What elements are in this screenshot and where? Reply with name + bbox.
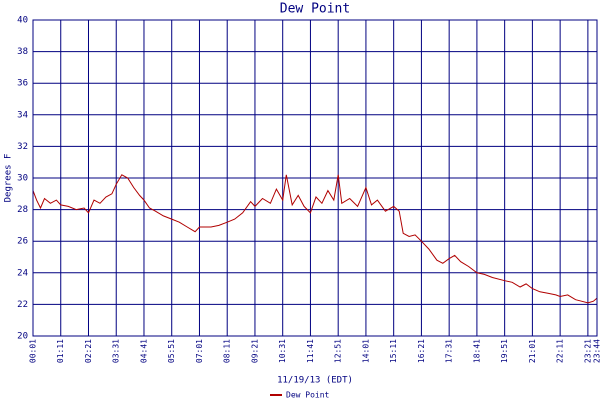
x-tick-label: 12:51 (334, 339, 343, 363)
x-axis-label: 11/19/13 (EDT) (277, 376, 353, 386)
data-line (32, 174, 598, 304)
x-tick-label: 19:51 (500, 339, 509, 363)
x-tick-label: 23:21 (583, 339, 592, 363)
x-tick-label: 16:21 (417, 339, 426, 363)
legend-label: Dew Point (286, 391, 330, 400)
x-tick-label: 23:44 (593, 339, 600, 363)
y-tick-label: 26 (17, 237, 28, 247)
x-tick-label: 15:11 (389, 339, 398, 363)
y-tick-label: 36 (17, 79, 28, 89)
x-tick-label: 02:21 (84, 339, 93, 363)
x-tick-label: 17:31 (445, 339, 454, 363)
y-tick-label: 24 (17, 268, 28, 278)
x-tick-label: 08:11 (223, 339, 232, 363)
x-tick-label: 09:21 (250, 339, 259, 363)
y-tick-label: 34 (17, 110, 28, 120)
y-tick-label: 40 (17, 16, 28, 26)
chart-title: Dew Point (280, 2, 350, 17)
x-tick-label: 00:01 (29, 339, 38, 363)
y-tick-label: 30 (17, 174, 28, 184)
x-tick-label: 11:41 (306, 339, 315, 363)
y-axis-label: Degrees F (4, 154, 14, 203)
x-tick-label: 18:41 (472, 339, 481, 363)
y-tick-label: 32 (17, 142, 28, 152)
y-tick-label: 28 (17, 205, 28, 215)
x-tick-label: 22:11 (556, 339, 565, 363)
x-tick-label: 05:51 (167, 339, 176, 363)
x-tick-label: 14:01 (361, 339, 370, 363)
x-tick-label: 03:31 (112, 339, 121, 363)
x-tick-label: 21:01 (528, 339, 537, 363)
plot-border (32, 19, 598, 337)
x-tick-label: 10:31 (278, 339, 287, 363)
x-tick-label: 07:01 (195, 339, 204, 363)
y-tick-label: 38 (17, 47, 28, 57)
x-tick-label: 04:41 (139, 339, 148, 363)
x-tick-label: 01:11 (56, 339, 65, 363)
y-tick-label: 20 (17, 332, 28, 342)
y-tick-label: 22 (17, 300, 28, 310)
